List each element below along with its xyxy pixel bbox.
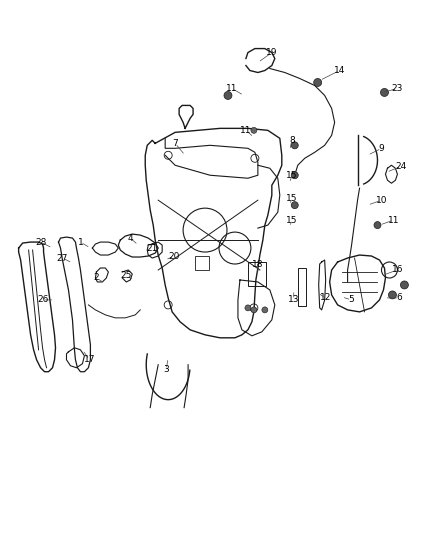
Circle shape — [251, 127, 257, 133]
Text: 14: 14 — [334, 66, 345, 75]
Circle shape — [314, 78, 321, 86]
Bar — [298, 268, 306, 306]
Text: 26: 26 — [37, 295, 48, 304]
Text: 23: 23 — [392, 84, 403, 93]
Text: 15: 15 — [286, 193, 297, 203]
Text: 7: 7 — [172, 139, 178, 148]
Text: 16: 16 — [392, 265, 403, 274]
Text: 19: 19 — [266, 48, 278, 57]
Bar — [195, 256, 209, 270]
Text: 27: 27 — [57, 254, 68, 263]
Text: 25: 25 — [120, 271, 132, 280]
Text: 4: 4 — [127, 233, 133, 243]
Text: 1: 1 — [78, 238, 83, 247]
Circle shape — [291, 201, 298, 208]
Text: 11: 11 — [388, 216, 399, 224]
Text: 28: 28 — [35, 238, 46, 247]
Text: 5: 5 — [349, 295, 354, 304]
Text: 3: 3 — [163, 365, 169, 374]
Text: 9: 9 — [378, 144, 385, 153]
Text: 20: 20 — [169, 252, 180, 261]
Text: 17: 17 — [84, 356, 95, 364]
Circle shape — [389, 291, 396, 299]
Text: 6: 6 — [396, 294, 402, 302]
Text: 2: 2 — [94, 273, 99, 282]
Circle shape — [400, 281, 408, 289]
Circle shape — [291, 172, 298, 179]
Circle shape — [291, 142, 298, 149]
Text: 13: 13 — [288, 295, 300, 304]
Text: 24: 24 — [396, 161, 407, 171]
Text: 18: 18 — [252, 260, 264, 269]
Circle shape — [251, 307, 257, 313]
Text: 15: 15 — [286, 171, 297, 180]
Circle shape — [374, 222, 381, 229]
Text: 11: 11 — [226, 84, 238, 93]
Circle shape — [245, 305, 251, 311]
Text: 12: 12 — [320, 294, 332, 302]
Text: 21: 21 — [147, 244, 158, 253]
Bar — [248, 262, 266, 286]
Text: 10: 10 — [376, 196, 387, 205]
Text: 8: 8 — [289, 136, 295, 145]
Circle shape — [381, 88, 389, 96]
Text: 15: 15 — [286, 216, 297, 224]
Text: 11: 11 — [240, 126, 252, 135]
Circle shape — [262, 307, 268, 313]
Circle shape — [224, 92, 232, 100]
